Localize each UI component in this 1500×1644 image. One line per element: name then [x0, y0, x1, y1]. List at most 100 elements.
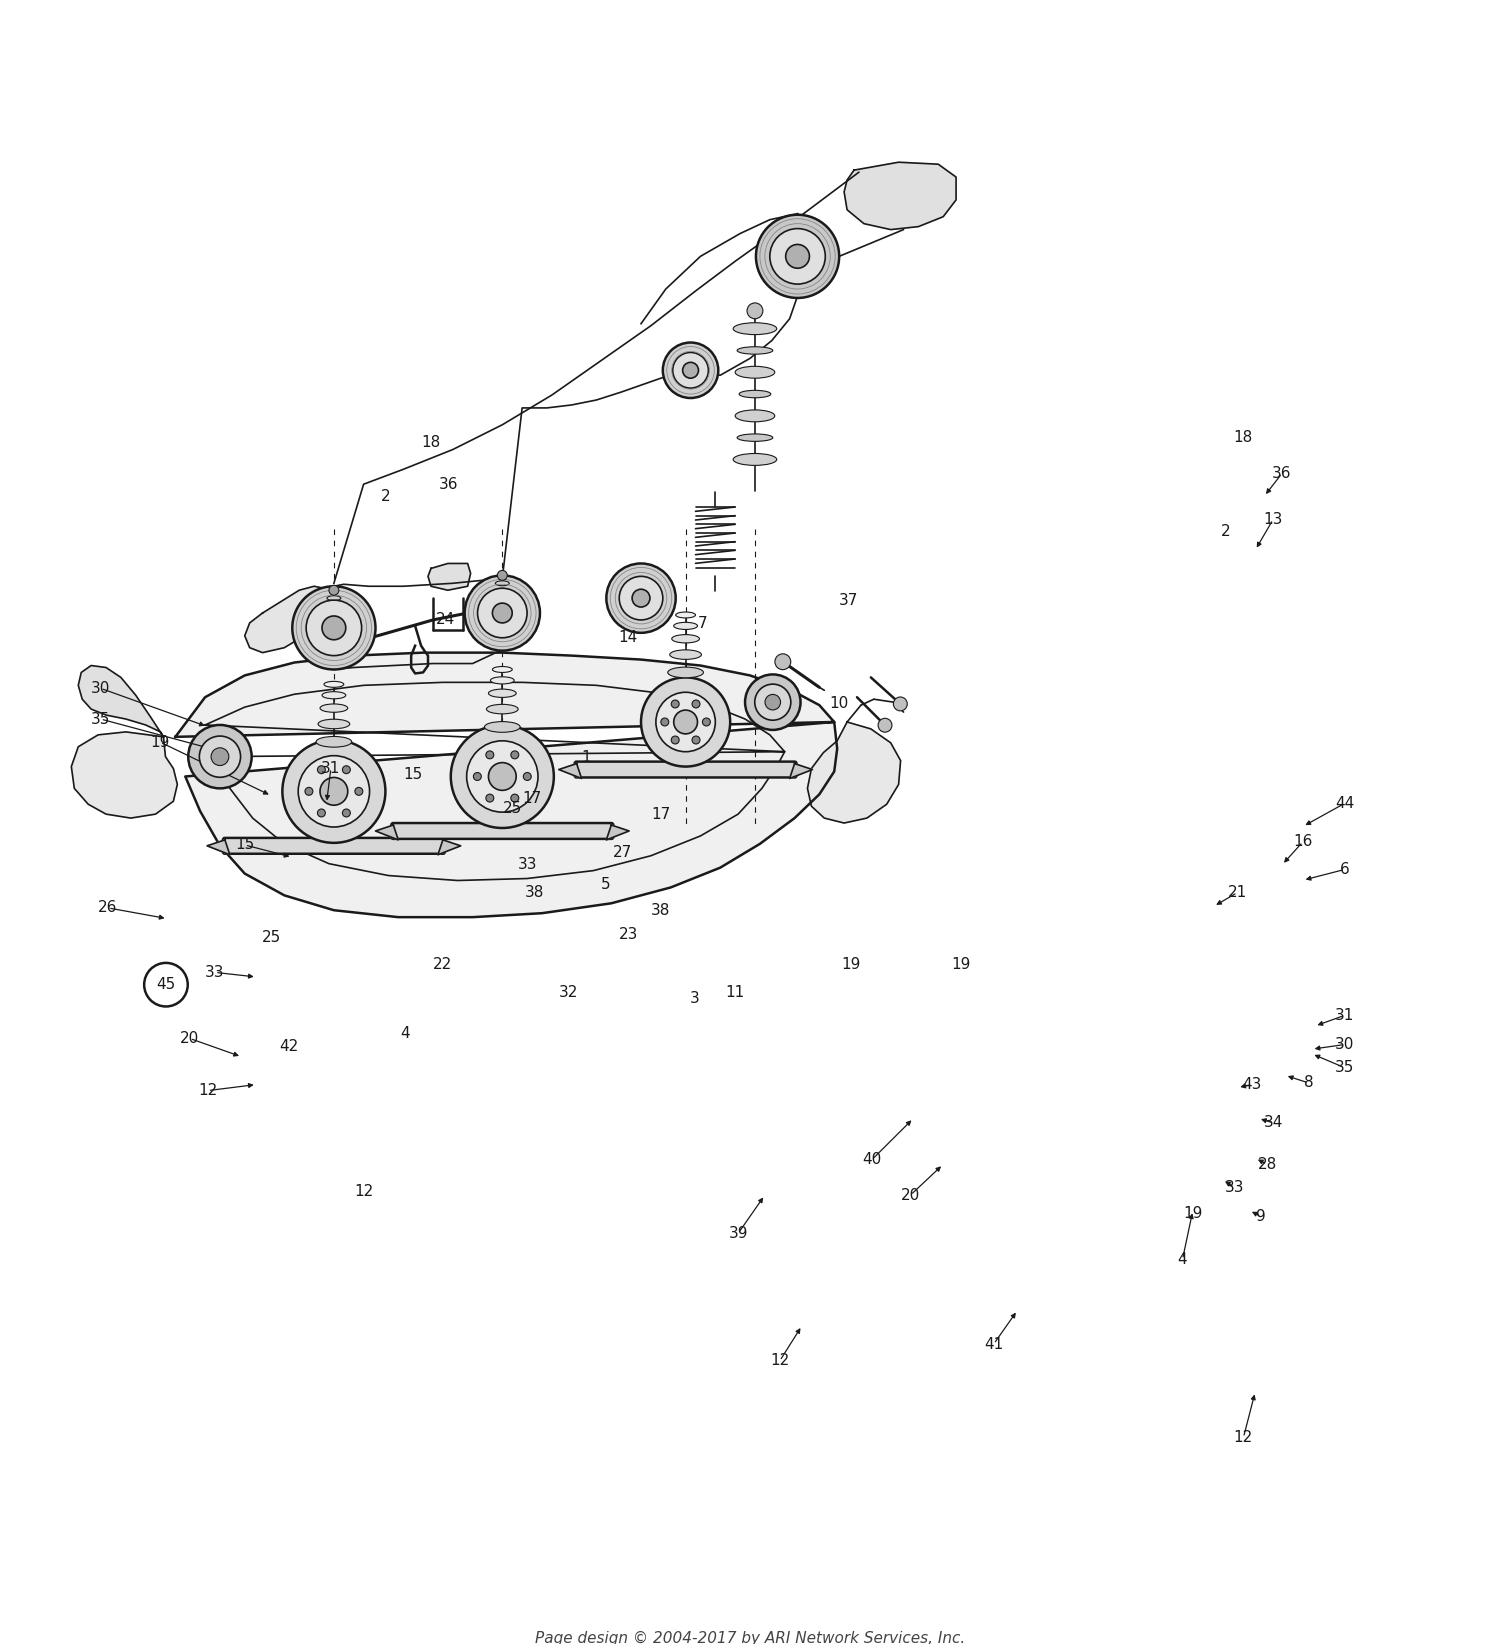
Ellipse shape [324, 625, 344, 631]
Ellipse shape [492, 610, 512, 616]
Text: 13: 13 [1263, 511, 1282, 526]
Circle shape [356, 787, 363, 796]
Text: 42: 42 [279, 1039, 298, 1054]
Text: 26: 26 [99, 901, 117, 916]
Ellipse shape [734, 322, 777, 335]
Text: 43: 43 [1242, 1077, 1262, 1092]
Ellipse shape [326, 603, 342, 608]
Circle shape [318, 766, 326, 774]
Circle shape [656, 692, 716, 751]
FancyBboxPatch shape [224, 838, 446, 853]
Circle shape [682, 362, 699, 378]
Circle shape [316, 641, 340, 664]
Circle shape [692, 737, 700, 745]
Circle shape [306, 600, 362, 656]
Text: 18: 18 [422, 436, 440, 450]
Polygon shape [438, 840, 460, 855]
Circle shape [342, 766, 351, 774]
Text: 40: 40 [862, 1152, 882, 1167]
Circle shape [606, 564, 675, 633]
Circle shape [878, 718, 892, 732]
Text: 44: 44 [1335, 796, 1354, 810]
Text: 38: 38 [525, 884, 544, 899]
Circle shape [754, 684, 790, 720]
Ellipse shape [326, 613, 344, 620]
Polygon shape [72, 732, 177, 819]
Text: 22: 22 [432, 957, 451, 972]
Text: 41: 41 [984, 1337, 1004, 1351]
Text: 33: 33 [1224, 1180, 1244, 1195]
Ellipse shape [736, 347, 772, 353]
Text: 4: 4 [1178, 1253, 1188, 1268]
Circle shape [465, 575, 540, 651]
Text: 25: 25 [503, 801, 522, 815]
Circle shape [692, 700, 700, 709]
Ellipse shape [324, 681, 344, 687]
Text: 25: 25 [262, 929, 280, 945]
Circle shape [189, 725, 252, 789]
Ellipse shape [489, 689, 516, 697]
Circle shape [756, 215, 839, 298]
Text: 18: 18 [1234, 431, 1252, 446]
Ellipse shape [495, 589, 510, 593]
Ellipse shape [316, 737, 351, 746]
Circle shape [662, 718, 669, 727]
Ellipse shape [735, 409, 776, 423]
Ellipse shape [675, 612, 696, 618]
Polygon shape [427, 564, 471, 590]
Text: 8: 8 [1304, 1075, 1314, 1090]
Circle shape [298, 756, 369, 827]
Circle shape [466, 741, 538, 812]
Text: 3: 3 [690, 991, 700, 1006]
Circle shape [492, 603, 512, 623]
Text: 12: 12 [770, 1353, 789, 1368]
Ellipse shape [320, 704, 348, 712]
Circle shape [776, 654, 790, 669]
Circle shape [486, 751, 494, 760]
Text: 45: 45 [156, 977, 176, 993]
Text: 15: 15 [404, 766, 423, 783]
Text: 19: 19 [951, 957, 970, 972]
Ellipse shape [735, 367, 776, 378]
Ellipse shape [668, 667, 704, 677]
Circle shape [304, 787, 313, 796]
Polygon shape [176, 653, 837, 917]
Circle shape [640, 677, 730, 766]
Circle shape [200, 737, 240, 778]
Text: 4: 4 [400, 1026, 410, 1041]
Ellipse shape [492, 666, 512, 672]
Text: 10: 10 [830, 695, 849, 712]
Circle shape [770, 229, 825, 284]
Circle shape [477, 589, 526, 638]
Text: 27: 27 [612, 845, 632, 860]
Text: 24: 24 [435, 612, 454, 626]
Circle shape [512, 794, 519, 802]
Circle shape [328, 585, 339, 595]
Ellipse shape [495, 580, 508, 585]
Circle shape [322, 616, 346, 640]
Circle shape [486, 794, 494, 802]
Text: 31: 31 [321, 761, 340, 776]
Text: 30: 30 [1335, 1037, 1354, 1052]
Ellipse shape [490, 677, 514, 684]
Ellipse shape [327, 595, 340, 600]
Text: 2: 2 [1221, 524, 1230, 539]
Text: 21: 21 [1228, 884, 1246, 899]
Text: 12: 12 [1234, 1430, 1252, 1445]
Ellipse shape [318, 718, 350, 728]
Text: 12: 12 [354, 1184, 374, 1200]
Text: 32: 32 [560, 985, 579, 1000]
Ellipse shape [740, 390, 771, 398]
Text: 7: 7 [698, 616, 708, 631]
Text: 34: 34 [1263, 1115, 1282, 1131]
Circle shape [894, 697, 908, 710]
Circle shape [342, 809, 351, 817]
Ellipse shape [669, 649, 702, 659]
Polygon shape [560, 763, 582, 779]
Circle shape [211, 748, 230, 766]
Text: 17: 17 [651, 807, 670, 822]
Text: 12: 12 [198, 1083, 217, 1098]
Text: 9: 9 [1257, 1208, 1266, 1225]
Text: 36: 36 [438, 477, 458, 492]
Text: 35: 35 [92, 712, 111, 727]
